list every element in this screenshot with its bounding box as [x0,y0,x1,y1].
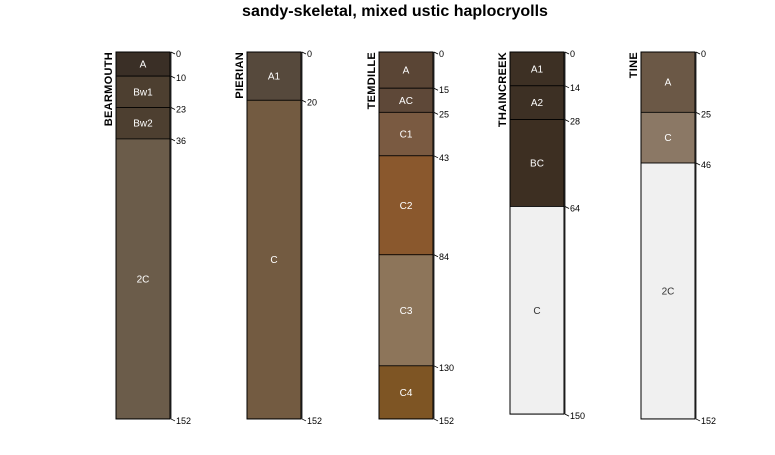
profile-border [115,51,171,420]
depth-label: 152 [307,416,322,426]
profile-name: PIERIAN [234,52,246,99]
depth-label: 0 [307,49,312,59]
depth-label: 64 [570,203,580,213]
depth-label: 20 [307,97,317,107]
depth-tick [695,418,701,422]
depth-tick [564,413,570,417]
horizon-label: 2C [137,274,150,285]
horizon-rect [115,107,171,140]
depth-tick [433,155,439,159]
horizon-rect [509,85,565,120]
horizon-rect [246,99,302,420]
profile-border [378,51,434,420]
depth-label: 130 [439,363,454,373]
depth-label: 84 [439,252,449,262]
depth-label: 152 [701,416,716,426]
depth-tick [695,111,701,115]
depth-label: 43 [439,153,449,163]
depth-label: 0 [701,49,706,59]
horizon-label: A [403,66,410,77]
depth-label: 0 [439,49,444,59]
depth-tick [564,119,570,122]
depth-tick [695,51,701,55]
depth-tick [433,111,439,115]
horizon-rect [378,111,434,157]
depth-label: 23 [176,105,186,115]
depth-tick [170,51,176,55]
depth-label: 14 [570,83,580,93]
horizon-rect [640,51,696,113]
depth-label: 0 [570,49,575,59]
horizon-label: A [140,60,147,71]
depth-label: 25 [701,109,711,119]
depth-label: 0 [176,49,181,59]
horizon-rect [640,111,696,164]
depth-tick [301,51,307,55]
depth-tick [564,85,570,89]
depth-tick [170,138,176,142]
profile-name: TINE [628,52,640,78]
depth-tick [301,99,307,103]
depth-tick [433,51,439,55]
profile-border [640,51,696,420]
horizon-label: Bw1 [133,87,153,98]
horizon-rect [378,254,434,367]
depth-tick [695,162,701,166]
horizon-label: A1 [531,64,544,75]
depth-tick [170,75,176,79]
horizon-rect [509,51,565,87]
horizon-label: C [270,255,277,266]
depth-label: 150 [570,411,585,421]
depth-tick [564,206,570,209]
depth-label: 28 [570,117,580,127]
depth-label: 152 [176,416,191,426]
horizon-label: C3 [400,306,413,317]
horizon-label: BC [530,159,544,170]
profile-name: BEARMOUTH [103,52,115,126]
depth-tick [170,107,176,110]
horizon-rect [115,75,171,108]
depth-label: 15 [439,85,449,95]
depth-tick [301,418,307,422]
horizon-rect [640,162,696,420]
horizon-label: C4 [400,388,413,399]
horizon-label: A1 [268,72,281,83]
depth-label: 46 [701,160,711,170]
horizon-rect [115,138,171,420]
depth-tick [564,51,570,55]
depth-tick [433,87,439,91]
horizon-rect [378,365,434,420]
depth-label: 152 [439,416,454,426]
profile-name: TEMDILLE [366,52,378,109]
horizon-rect [378,51,434,89]
depth-label: 25 [439,109,449,119]
profile-name: THAINCREEK [497,52,509,127]
depth-tick [170,418,176,422]
horizon-label: C [533,306,540,317]
horizon-label: C2 [400,201,413,212]
depth-label: 10 [176,73,186,83]
depth-tick [433,365,439,369]
horizon-label: Bw2 [133,119,153,130]
depth-label: 36 [176,136,186,146]
horizon-label: AC [399,96,413,107]
horizon-label: C [664,133,671,144]
profile-border [246,51,302,420]
horizon-label: A [665,78,672,89]
depth-tick [433,418,439,422]
depth-tick [433,254,439,258]
profile-border [509,51,565,415]
horizon-rect [378,87,434,113]
horizon-rect [509,119,565,207]
chart-title: sandy-skeletal, mixed ustic haplocryolls [242,3,548,20]
horizon-label: C1 [400,130,413,141]
horizon-label: A2 [531,98,544,109]
horizon-rect [509,206,565,415]
horizon-label: 2C [662,286,675,297]
